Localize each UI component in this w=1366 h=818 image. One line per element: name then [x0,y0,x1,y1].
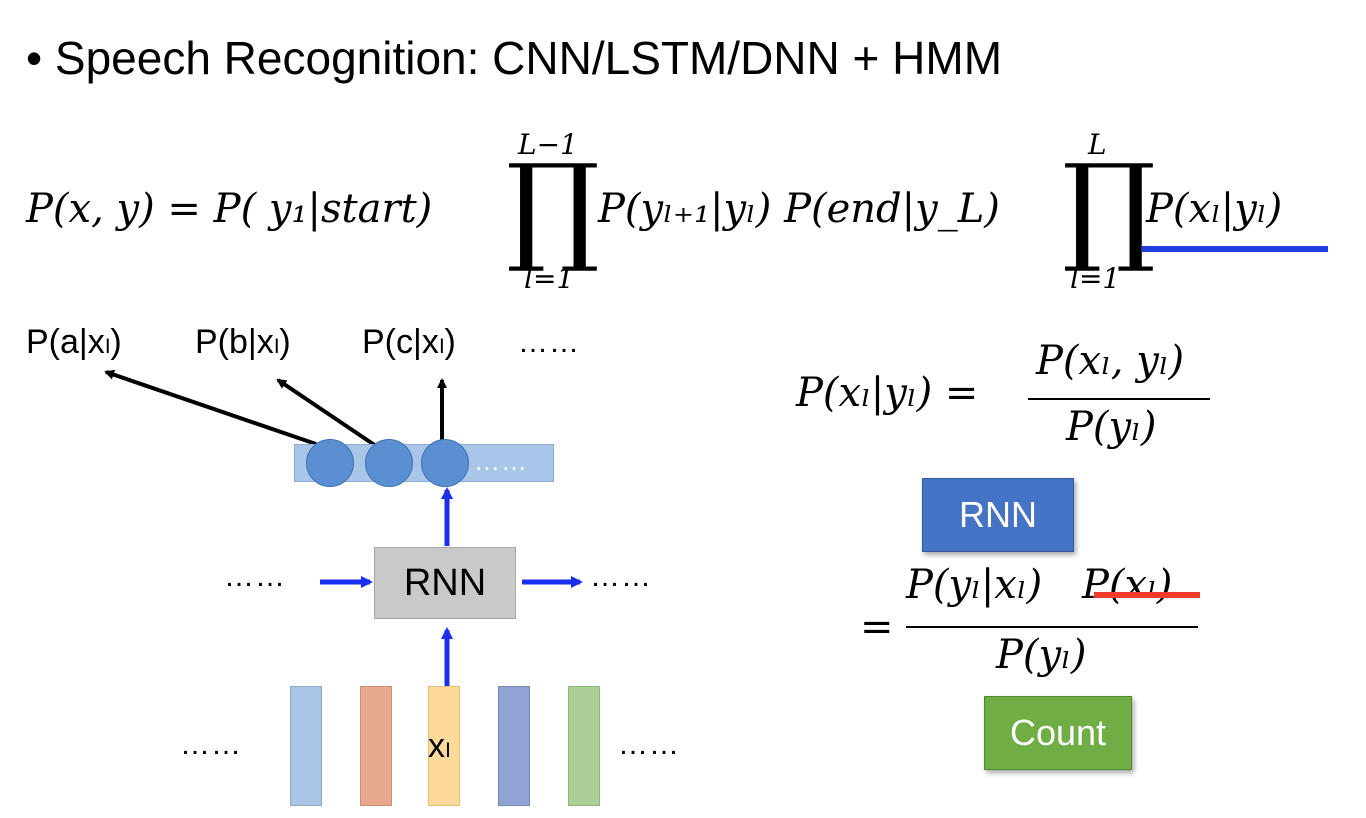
frames-left-ellipsis: …… [180,728,242,761]
input-frame [568,686,600,806]
count-badge: Count [984,696,1132,770]
input-frame [360,686,392,806]
equation-transition-terms: P(yₗ₊₁|yₗ) P(end|y_L) [598,186,1000,232]
product-1-lower-limit: l=1 [524,262,575,295]
output-layer-ellipsis: …… [474,446,528,476]
output-arrows [104,369,447,448]
bayes-fraction-bar-2 [906,626,1198,628]
bayes-numerator-2-struck: P(xₗ) [1082,562,1173,608]
product-2-lower-limit: l=1 [1070,262,1121,295]
output-prob-c: P(c|xₗ) [362,323,456,361]
product-1-upper-limit: L−1 [518,128,578,161]
frames-right-ellipsis: …… [618,728,680,761]
input-frame [290,686,322,806]
bayes-fraction-bar-1 [1028,398,1210,400]
input-frame-current [428,686,460,806]
output-neuron [306,439,354,487]
output-neuron [421,439,469,487]
rnn-block-label: RNN [403,561,487,604]
input-frame-label: xₗ [428,727,451,765]
emission-term: P(xₗ|yₗ) [1146,186,1283,232]
bayes-denominator-2: P(yₗ) [996,632,1087,678]
strike-line [1094,592,1200,598]
bayes-lhs: P(xₗ|yₗ) = [796,370,979,416]
rnn-badge: RNN [922,478,1074,552]
product-2-upper-limit: L [1088,128,1107,161]
input-frame [498,686,530,806]
output-prob-a: P(a|xₗ) [26,323,122,361]
output-neuron [365,439,413,487]
emission-underline [1142,246,1328,252]
slide-title: • Speech Recognition: CNN/LSTM/DNN + HMM [26,32,1003,84]
rnn-block: RNN [374,547,516,619]
output-prob-ellipsis: …… [518,326,580,359]
product-1-symbol: ∏ [506,138,600,276]
equation-lhs: P(x, y) = P( y₁|start) [26,186,433,232]
output-prob-b: P(b|xₗ) [195,323,291,361]
bayes-denominator-1: P(yₗ) [1066,404,1157,450]
count-badge-label: Count [1009,712,1107,753]
bayes-numerator-1: P(xₗ, yₗ) [1036,338,1185,384]
sequence-right-ellipsis: …… [590,560,652,593]
rnn-badge-label: RNN [959,494,1037,535]
bayes-equals-2: = [860,604,894,650]
bayes-numerator-2: P(yₗ|xₗ) [906,562,1043,608]
product-2-symbol: ∏ [1062,138,1156,276]
sequence-left-ellipsis: …… [224,560,286,593]
